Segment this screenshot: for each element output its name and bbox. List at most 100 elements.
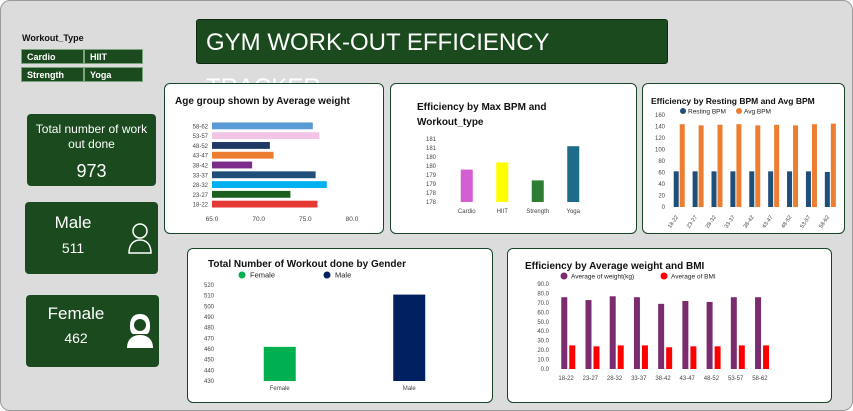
- slicer-item-yoga[interactable]: Yoga: [84, 67, 143, 82]
- kpi-female: Female 462: [26, 295, 159, 367]
- tick-label: 20.0: [537, 348, 549, 354]
- bar: [658, 303, 665, 369]
- tick-label: 53-57: [799, 215, 812, 230]
- tick-label: 80: [658, 159, 665, 165]
- chart-resting-avg-bpm-panel: Efficiency by Resting BPM and Avg BPM 0 2…: [642, 83, 845, 234]
- chart-title: Efficiency by Resting BPM and Avg BPM: [651, 96, 815, 106]
- tick-label: 33-37: [631, 376, 647, 382]
- tick-label: 490: [204, 315, 215, 321]
- chart-max-bpm: 178 178 179 179 180 180 181 181 Cardio HIIT Streng…: [426, 137, 581, 215]
- bar: [496, 162, 509, 202]
- bar: [698, 125, 704, 207]
- tick-label: 500: [204, 304, 215, 310]
- bar: [641, 345, 648, 369]
- tick-label: 18-22: [558, 376, 574, 382]
- tick-label: 510: [204, 294, 215, 300]
- tick-label: 48-52: [704, 376, 720, 382]
- tick-label: 43-47: [680, 376, 696, 382]
- slicer-item-cardio[interactable]: Cardio: [21, 49, 84, 64]
- tick-label: 30.0: [537, 339, 549, 345]
- tick-label: Yoga: [567, 209, 581, 215]
- tick-label: 28-32: [705, 215, 718, 230]
- tick-label: Strength: [526, 209, 549, 215]
- chart-age-weight-panel: Age group shown by Average weight 58-62 5…: [164, 83, 384, 234]
- tick-label: 179: [426, 182, 437, 188]
- tick-label: Female: [270, 386, 291, 392]
- bar: [692, 171, 698, 207]
- slicer-title: Workout_Type: [22, 33, 84, 43]
- kpi-female-value: 462: [64, 330, 88, 346]
- tick-label: 480: [204, 326, 215, 332]
- female-person-icon: [127, 314, 153, 348]
- tick-label: 38-42: [193, 164, 209, 170]
- tick-label: 430: [204, 379, 215, 385]
- bar: [569, 345, 576, 369]
- tick-label: 180: [426, 164, 437, 170]
- chart-title: Age group shown by Average weight: [175, 96, 350, 107]
- chart-max-bpm-panel: Efficiency by Max BPM and Workout_type 1…: [390, 83, 637, 234]
- chart-title: Total Number of Workout done by Gender: [208, 259, 406, 270]
- chart-gender-panel: Total Number of Workout done by Gender 4…: [187, 248, 493, 403]
- tick-label: 23-27: [193, 193, 209, 199]
- bar: [212, 151, 274, 159]
- bar: [730, 171, 736, 207]
- tick-label: 181: [426, 137, 437, 143]
- kpi-total-workouts: Total number of work out done 973: [27, 114, 156, 186]
- bar: [679, 124, 685, 207]
- tick-label: 120: [655, 136, 666, 142]
- tick-label: 470: [204, 336, 215, 342]
- legend-marker: [323, 271, 331, 279]
- tick-label: 43-47: [762, 215, 775, 230]
- bar: [749, 171, 755, 207]
- bar: [212, 122, 313, 130]
- bar: [212, 200, 318, 208]
- bar: [633, 297, 640, 369]
- bar: [263, 346, 296, 381]
- bar: [212, 142, 270, 149]
- bar: [561, 297, 568, 369]
- tick-label: 50.0: [537, 320, 549, 326]
- kpi-male: Male 511: [25, 202, 158, 274]
- bar: [460, 169, 473, 202]
- tick-label: 75.0: [299, 216, 312, 223]
- tick-label: 0.0: [541, 367, 550, 373]
- tick-label: 28-32: [607, 376, 623, 382]
- bar: [730, 297, 737, 369]
- tick-label: 38-42: [655, 376, 671, 382]
- tick-label: 48-52: [193, 144, 209, 150]
- bar: [811, 124, 817, 207]
- legend-label: Female: [250, 271, 275, 280]
- legend-label: Resting BPM: [688, 109, 726, 116]
- chart-weight-bmi-panel: Efficiency by Average weight and BMI 0.0…: [507, 248, 832, 403]
- kpi-total-value: 973: [76, 161, 107, 181]
- slicer-item-hiit[interactable]: HIIT: [84, 49, 143, 64]
- chart-title: Efficiency by Max BPM and Workout_type: [417, 102, 547, 128]
- bar: [763, 345, 770, 369]
- tick-label: 40: [658, 182, 665, 188]
- tick-label: 58-62: [752, 376, 768, 382]
- tick-label: 60: [658, 171, 665, 177]
- tick-label: 180: [426, 155, 437, 161]
- tick-label: 38-42: [743, 215, 756, 230]
- bar: [824, 171, 830, 207]
- bar: [714, 346, 721, 369]
- kpi-male-label: Male: [54, 213, 92, 232]
- bar: [793, 125, 799, 207]
- tick-label: 58-62: [193, 124, 209, 130]
- bar: [531, 180, 544, 202]
- slicer-item-strength[interactable]: Strength: [21, 67, 84, 82]
- tick-label: 520: [204, 283, 215, 289]
- tick-label: 70.0: [252, 216, 265, 223]
- bar: [609, 296, 616, 369]
- tick-label: 10.0: [537, 358, 549, 364]
- bar: [690, 346, 697, 369]
- bar: [768, 171, 774, 207]
- tick-label: 28-32: [193, 183, 209, 189]
- page-title: GYM WORK-OUT EFFICIENCY TRACKER: [196, 19, 668, 101]
- tick-label: 160: [655, 113, 666, 119]
- legend-marker: [560, 272, 568, 280]
- tick-label: 23-27: [686, 215, 699, 230]
- bar: [755, 125, 761, 207]
- chart-resting-avg-bpm: 0 20 40 60 80 100 120 140 160 Resting BPM Avg BPM 1…: [655, 108, 836, 230]
